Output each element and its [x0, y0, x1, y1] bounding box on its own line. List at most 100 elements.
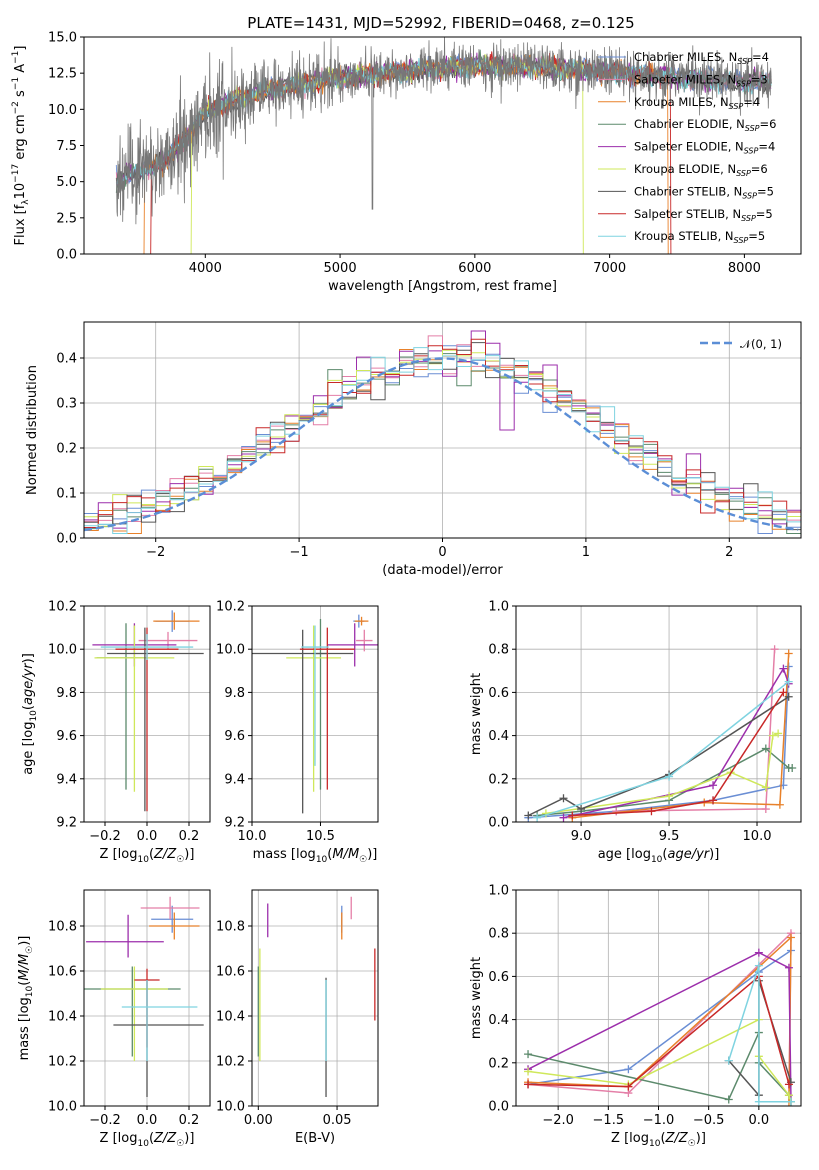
y-tick-label: 0.6: [488, 970, 509, 985]
y-tick-label: 10.2: [216, 1055, 245, 1070]
legend-entry-chabrier-stelib: Chabrier STELIB, NSSP=5: [634, 184, 774, 200]
y-axis-label: mass weight: [469, 957, 484, 1039]
errorbar-chabrier-elodie: [313, 618, 328, 790]
errorbar-salpeter-miles: [140, 896, 200, 920]
marker-salpeter-elodie: [754, 948, 763, 957]
errorbar-kroupa-elodie: [94, 625, 175, 792]
y-tick-label: 10.0: [48, 103, 77, 118]
axes-frame: [515, 889, 802, 1107]
histogram-salpeter-stelib: [84, 338, 801, 528]
x-axis-label: E(B-V): [295, 1131, 335, 1146]
y-axis-label: Flux [fλ10−17 erg cm−2 s−1 A−1]: [11, 46, 31, 246]
x-tick-label: −1.5: [593, 1113, 625, 1128]
marker-chabrier-elodie: [524, 1050, 533, 1059]
marker-salpeter-stelib: [709, 796, 718, 805]
y-tick-label: 0.8: [488, 927, 509, 942]
marker-salpeter-elodie: [779, 664, 788, 673]
errorbar-chabrier-elodie: [96, 623, 147, 790]
errorbar-kroupa-elodie: [100, 966, 168, 1061]
marker-salpeter-elodie: [709, 781, 718, 790]
y-tick-label: 10.2: [48, 1055, 77, 1070]
marker-kroupa-elodie: [774, 729, 783, 738]
y-tick-label: 9.8: [224, 686, 245, 701]
line-kroupa-miles: [572, 653, 790, 819]
x-tick-label: 5000: [324, 261, 357, 276]
y-tick-label: 0.4: [488, 729, 509, 744]
line-chabrier-elodie: [527, 1032, 792, 1102]
errorbar-salpeter-miles: [356, 629, 373, 652]
axes-frame: [83, 605, 211, 823]
y-tick-label: 10.0: [216, 1100, 245, 1115]
y-tick-label: 0.0: [56, 532, 77, 547]
plot-area-age-vs-mass: [252, 606, 378, 822]
y-tick-label: 10.6: [48, 965, 77, 980]
x-axis-label: age [log10(age/yr)]: [598, 847, 720, 865]
normal-legend-label: 𝒩(0, 1): [740, 337, 782, 351]
axes-frame: [515, 605, 802, 823]
legend-entry-salpeter-stelib: Salpeter STELIB, NSSP=5: [634, 207, 773, 223]
y-tick-label: 9.4: [56, 772, 77, 787]
legend-entry-chabrier-elodie: Chabrier ELODIE, NSSP=6: [634, 117, 776, 133]
marker-chabrier-miles: [624, 1065, 633, 1074]
x-tick-label: 7000: [593, 261, 626, 276]
line-chabrier-miles: [527, 949, 792, 1086]
y-axis-label: mass [log10(M/M☉)]: [17, 936, 35, 1061]
marker-kroupa-stelib: [754, 961, 763, 970]
y-tick-label: 0.4: [56, 352, 77, 367]
marker-salpeter-miles: [761, 805, 770, 814]
marker-kroupa-stelib: [786, 1097, 795, 1106]
x-tick-label: 10.0: [743, 829, 772, 844]
axes-age-vs-Z: −0.2 0.0 0.2 9.2 9.4 9.6 9.8 10.0 10.2 Z [log10(Z…: [21, 600, 211, 865]
x-tick-label: −0.2: [89, 829, 121, 844]
legend-entry-salpeter-miles: Salpeter MILES, NSSP=3: [634, 72, 768, 88]
y-tick-label: 0.3: [56, 397, 77, 412]
marker-salpeter-stelib: [779, 688, 788, 697]
normal-curve: [84, 357, 799, 532]
x-tick-label: 8000: [728, 261, 761, 276]
line-chabrier-miles: [528, 666, 790, 819]
x-axis-label: mass [log10(M/M☉)]: [253, 847, 378, 865]
line-salpeter-elodie: [527, 951, 792, 1102]
marker-chabrier-stelib: [524, 811, 533, 820]
y-tick-label: 1.0: [488, 600, 509, 615]
x-tick-label: −2.0: [542, 1113, 574, 1128]
marker-chabrier-elodie: [724, 1095, 733, 1104]
y-tick-label: 0.2: [488, 1056, 509, 1071]
marker-kroupa-miles: [784, 649, 793, 658]
y-tick-label: 10.0: [48, 643, 77, 658]
y-axis-label: age [log10(age/yr)]: [21, 653, 39, 775]
y-tick-label: 0.6: [488, 686, 509, 701]
errorbar-kroupa-stelib: [301, 625, 329, 766]
y-tick-label: 10.8: [216, 920, 245, 935]
x-tick-label: 0.0: [137, 1113, 158, 1128]
marker-kroupa-stelib: [784, 677, 793, 686]
x-axis-label: (data-model)/error: [382, 563, 503, 578]
errorbar-chabrier-miles: [151, 905, 194, 933]
y-tick-label: 7.5: [56, 139, 77, 154]
marker-salpeter-elodie: [559, 813, 568, 822]
errorbar-kroupa-stelib: [100, 634, 194, 660]
y-tick-label: 10.6: [216, 965, 245, 980]
marker-salpeter-miles: [612, 807, 621, 816]
plot-area-mass-weight-vs-Z: [516, 890, 801, 1106]
plot-area-mass-vs-EBV: [252, 890, 378, 1106]
errorbar-chabrier-stelib: [107, 627, 204, 812]
y-tick-label: 9.2: [56, 816, 77, 831]
axes-frame: [251, 605, 379, 823]
axes-frame: [83, 36, 802, 255]
axes-spectrum: 4000 5000 6000 7000 8000 0.0 2.5 5.0 7.5 10.0 12.5…: [11, 31, 802, 294]
legend-entry-chabrier-miles: Chabrier MILES, NSSP=4: [634, 50, 769, 66]
plot-area-mass-vs-Z: [84, 890, 210, 1106]
marker-chabrier-elodie: [788, 764, 797, 772]
x-axis-label: wavelength [Angstrom, rest frame]: [328, 279, 557, 294]
marker-kroupa-elodie: [524, 1067, 533, 1076]
x-tick-label: 9.0: [571, 829, 592, 844]
x-tick-label: 1: [582, 545, 590, 560]
y-tick-label: 5.0: [56, 175, 77, 190]
x-tick-label: 0.05: [323, 1113, 352, 1128]
y-tick-label: 10.2: [216, 600, 245, 615]
y-axis-label: Normed distribution: [25, 365, 40, 495]
y-tick-label: 9.6: [224, 729, 245, 744]
errorbar-chabrier-stelib: [252, 629, 354, 814]
